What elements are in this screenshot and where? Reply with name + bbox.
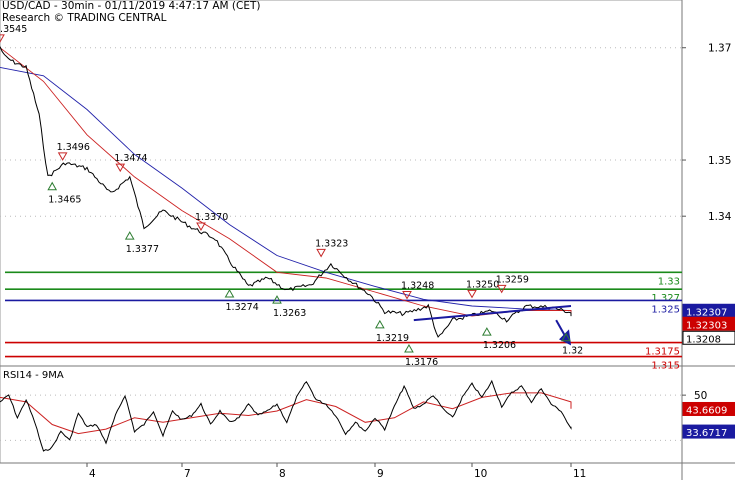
swing-low-marker: [224, 288, 235, 298]
price-tag-label: 1.3208: [686, 334, 721, 345]
swing-high-label: 1.3248: [401, 281, 434, 292]
rsi-ma-line: [0, 392, 572, 435]
swing-high-label: 1.3496: [57, 142, 90, 153]
rsi-panel-title: RSI14 - 9MA: [3, 370, 64, 381]
time-tick-label: 11: [573, 468, 586, 480]
rsi-value-tag-box: [682, 424, 735, 439]
time-tick-label: 9: [377, 468, 384, 480]
swing-low-label: 1.3465: [48, 195, 81, 206]
swing-high-label: 1.3259: [496, 274, 529, 285]
slow-ma-line: [0, 66, 572, 312]
level-label-1.33: 1.33: [658, 276, 680, 287]
swing-low-label: 1.3206: [483, 340, 516, 351]
level-label-1.325: 1.325: [651, 304, 680, 315]
swing-high-marker: [402, 291, 412, 300]
plot-frame: [0, 0, 683, 464]
price-tag-box: [682, 316, 735, 331]
swing-low-label: 1.3377: [126, 244, 159, 255]
price-tick-label: 1.34: [708, 211, 732, 223]
fast-ma-line: [0, 47, 572, 317]
swing-low-marker: [272, 295, 282, 304]
swing-low-marker: [404, 343, 414, 353]
rsi-value-tag-box: [682, 401, 735, 416]
swing-low-label: 1.3176: [405, 357, 438, 368]
level-label-1.3175: 1.3175: [645, 347, 680, 358]
chart-title: USD/CAD - 30min - 01/11/2019 4:47:17 AM …: [2, 0, 261, 12]
swing-high-label: 1.3250: [466, 279, 499, 290]
swing-low-marker: [374, 319, 385, 329]
price-tag-box: [682, 330, 735, 345]
time-tick-label: 10: [474, 468, 487, 480]
swing-low-label: 1.3219: [376, 333, 409, 344]
swing-high-marker: [196, 222, 206, 232]
price-tick-label: 1.37: [708, 43, 731, 55]
time-tick-label: 4: [89, 468, 96, 480]
swing-low-marker: [561, 332, 571, 342]
swing-low-marker: [481, 327, 492, 336]
swing-low-label: 1.32: [562, 346, 583, 357]
swing-high-marker: [316, 248, 326, 258]
level-label-1.315: 1.315: [651, 361, 680, 372]
forecast-arrow-head: [559, 329, 571, 346]
rsi-value-tag-label: 43.6609: [686, 405, 727, 416]
price-tag-label: 1.32303: [686, 320, 727, 331]
price-tick-label: 1.35: [708, 155, 731, 167]
swing-high-label: 1.3323: [315, 238, 348, 249]
time-tick-label: 7: [184, 468, 191, 480]
price-tag-label: 1.32307: [686, 307, 727, 318]
swing-low-marker: [124, 231, 135, 240]
swing-low-label: 1.3263: [273, 308, 306, 319]
swing-low-label: 1.3274: [226, 302, 259, 313]
swing-high-label: 1.3474: [114, 153, 147, 164]
trendline: [413, 305, 572, 322]
swing-high-marker: [496, 284, 507, 294]
swing-high-marker: [57, 152, 68, 161]
chart-subtitle: Research © TRADING CENTRAL: [2, 12, 167, 24]
rsi-line: [0, 379, 572, 452]
swing-high-marker: [0, 34, 5, 43]
swing-high-label: 1.3370: [195, 212, 228, 223]
rsi-value-tag-label: 33.6717: [686, 428, 727, 439]
swing-high-marker: [467, 289, 477, 299]
rsi-tick-label: 50: [694, 390, 707, 402]
price-line: [0, 46, 572, 338]
swing-high-marker: [115, 163, 126, 173]
swing-high-label: 1.3545: [0, 24, 27, 35]
level-label-1.327: 1.327: [651, 293, 680, 304]
time-tick-label: 8: [279, 468, 286, 480]
swing-low-marker: [47, 181, 58, 191]
